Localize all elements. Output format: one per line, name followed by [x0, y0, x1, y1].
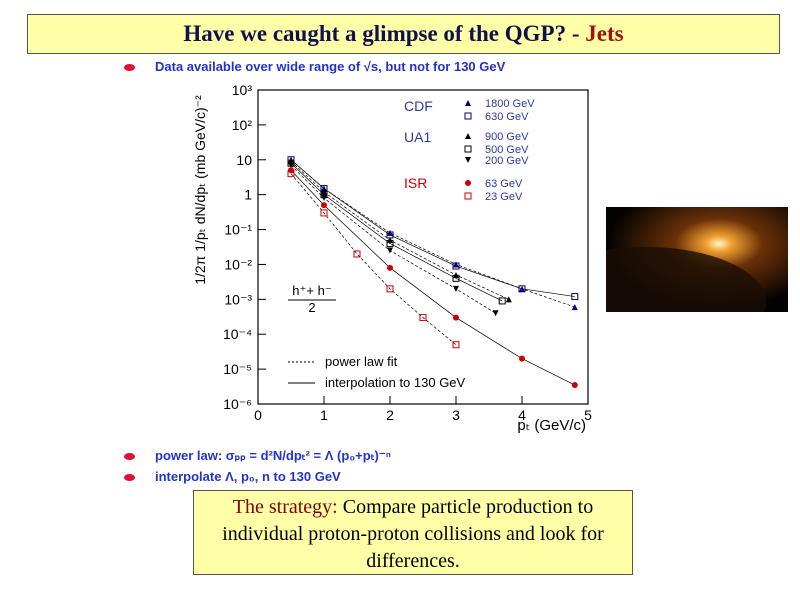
- data-point: [452, 341, 460, 349]
- data-point: [387, 247, 393, 254]
- y-tick-label: 10⁻¹: [224, 222, 252, 238]
- space-image: [606, 207, 788, 312]
- legend-marker: [465, 133, 471, 139]
- y-tick-label: 1: [244, 187, 252, 203]
- annotation: interpolation to 130 GeV: [325, 375, 466, 390]
- data-point: [453, 285, 459, 292]
- data-point: [387, 229, 393, 236]
- y-tick-label: 10⁻⁶: [223, 396, 252, 412]
- y-tick-label: 10⁻⁴: [223, 326, 252, 342]
- legend-group: UA1: [404, 129, 431, 145]
- x-tick-label: 1: [320, 407, 328, 423]
- data-point: [386, 239, 394, 247]
- legend-marker: [465, 100, 471, 106]
- data-point: [386, 285, 394, 293]
- legend-label: 23 GeV: [485, 191, 523, 203]
- y-tick-label: 10⁻³: [224, 291, 252, 307]
- bullet-text: Data available over wide range of √s, bu…: [155, 59, 506, 74]
- strategy-label: The strategy:: [232, 496, 338, 518]
- data-point: [571, 382, 578, 389]
- fit-line: [290, 159, 575, 308]
- data-point: [571, 293, 579, 301]
- legend-marker: [465, 180, 471, 186]
- fit-line: [290, 159, 575, 297]
- data-point: [518, 285, 526, 293]
- legend-label: 200 GeV: [485, 155, 529, 167]
- title-box: Have we caught a glimpse of the QGP? - J…: [27, 14, 780, 54]
- fraction-denominator: 2: [308, 300, 315, 315]
- annotation: power law fit: [325, 354, 398, 369]
- legend-marker: [465, 157, 471, 163]
- legend-label: 63 GeV: [485, 178, 523, 190]
- data-point: [519, 355, 525, 362]
- data-point: [387, 264, 393, 271]
- bullet-text: interpolate Λ, p₀, n to 130 GeV: [155, 469, 341, 484]
- legend-label: 630 GeV: [485, 111, 529, 123]
- x-tick-label: 2: [386, 407, 394, 423]
- fraction-numerator: h⁺+ h⁻: [292, 283, 331, 298]
- fit-line: [290, 161, 509, 300]
- data-point: [453, 261, 459, 268]
- data-point: [287, 170, 295, 178]
- data-point: [320, 209, 328, 217]
- legend-marker: [464, 112, 472, 120]
- data-point: [453, 314, 459, 321]
- title-highlight: Jets: [585, 21, 624, 46]
- data-point: [452, 274, 460, 282]
- y-axis-label: 1/2π 1/pₜ dN/dpₜ (mb GeV/c)⁻²: [192, 95, 208, 285]
- y-tick-label: 10²: [232, 117, 253, 133]
- y-tick-label: 10³: [232, 82, 253, 98]
- legend-group: CDF: [404, 98, 433, 114]
- bullet: power law: σₚₚ = d²N/dpₜ² = Λ (p₀+pₜ)⁻ⁿ: [124, 448, 391, 464]
- x-tick-label: 5: [584, 407, 592, 423]
- y-tick-label: 10: [236, 152, 252, 168]
- data-point: [321, 195, 327, 202]
- legend-label: 900 GeV: [485, 131, 529, 143]
- fit-line: [290, 170, 575, 386]
- strategy-box: The strategy: Compare particle productio…: [193, 490, 633, 575]
- strategy-text: Compare particle production to individua…: [222, 496, 604, 572]
- legend-label: 500 GeV: [485, 144, 529, 156]
- data-point: [419, 314, 427, 322]
- data-point: [492, 310, 499, 317]
- data-point: [321, 202, 327, 209]
- fit-line: [290, 173, 457, 345]
- legend-label: 1800 GeV: [485, 98, 535, 110]
- legend-marker: [464, 145, 472, 153]
- legend-group: ISR: [404, 175, 427, 191]
- data-point: [353, 250, 361, 258]
- plot-frame: [257, 89, 589, 405]
- x-axis-label: pₜ (GeV/c): [517, 417, 586, 434]
- x-tick-label: 3: [452, 407, 460, 423]
- chart: 1/2π 1/pₜ dN/dpₜ (mb GeV/c)⁻² pₜ (GeV/c)…: [192, 82, 592, 434]
- bullet: interpolate Λ, p₀, n to 130 GeV: [124, 469, 341, 484]
- data-point: [505, 296, 512, 303]
- data-point: [452, 262, 460, 270]
- data-point: [571, 304, 578, 311]
- data-point: [498, 297, 506, 305]
- y-tick-label: 10⁻²: [224, 256, 252, 272]
- y-tick-label: 10⁻⁵: [223, 361, 252, 377]
- x-tick-label: 4: [518, 407, 526, 423]
- fit-line: [290, 162, 503, 302]
- bullet: Data available over wide range of √s, bu…: [124, 59, 505, 74]
- bullet-text: power law: σₚₚ = d²N/dpₜ² = Λ (p₀+pₜ)⁻ⁿ: [155, 448, 391, 463]
- data-point: [288, 162, 294, 169]
- title: Have we caught a glimpse of the QGP? -: [183, 21, 586, 46]
- legend-marker: [464, 192, 472, 200]
- x-tick-label: 0: [254, 407, 262, 423]
